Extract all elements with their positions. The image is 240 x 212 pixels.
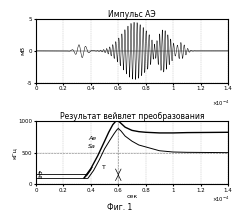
Text: Ae: Ae	[88, 136, 96, 141]
Y-axis label: кГц: кГц	[12, 147, 17, 159]
Y-axis label: мВ: мВ	[21, 46, 26, 55]
Title: Импульс АЭ: Импульс АЭ	[108, 10, 156, 19]
Text: Фиг. 1: Фиг. 1	[107, 203, 133, 212]
Text: Sa: Sa	[88, 144, 96, 149]
Text: $\times\!10^{-4}$: $\times\!10^{-4}$	[212, 195, 229, 204]
Title: Результат вейвлет преобразования: Результат вейвлет преобразования	[60, 112, 204, 121]
X-axis label: сек: сек	[126, 194, 138, 199]
Text: $\times\!10^{-4}$: $\times\!10^{-4}$	[212, 99, 229, 108]
Text: T: T	[102, 165, 106, 170]
Text: fb: fb	[37, 171, 43, 176]
Text: fa: fa	[37, 175, 43, 180]
